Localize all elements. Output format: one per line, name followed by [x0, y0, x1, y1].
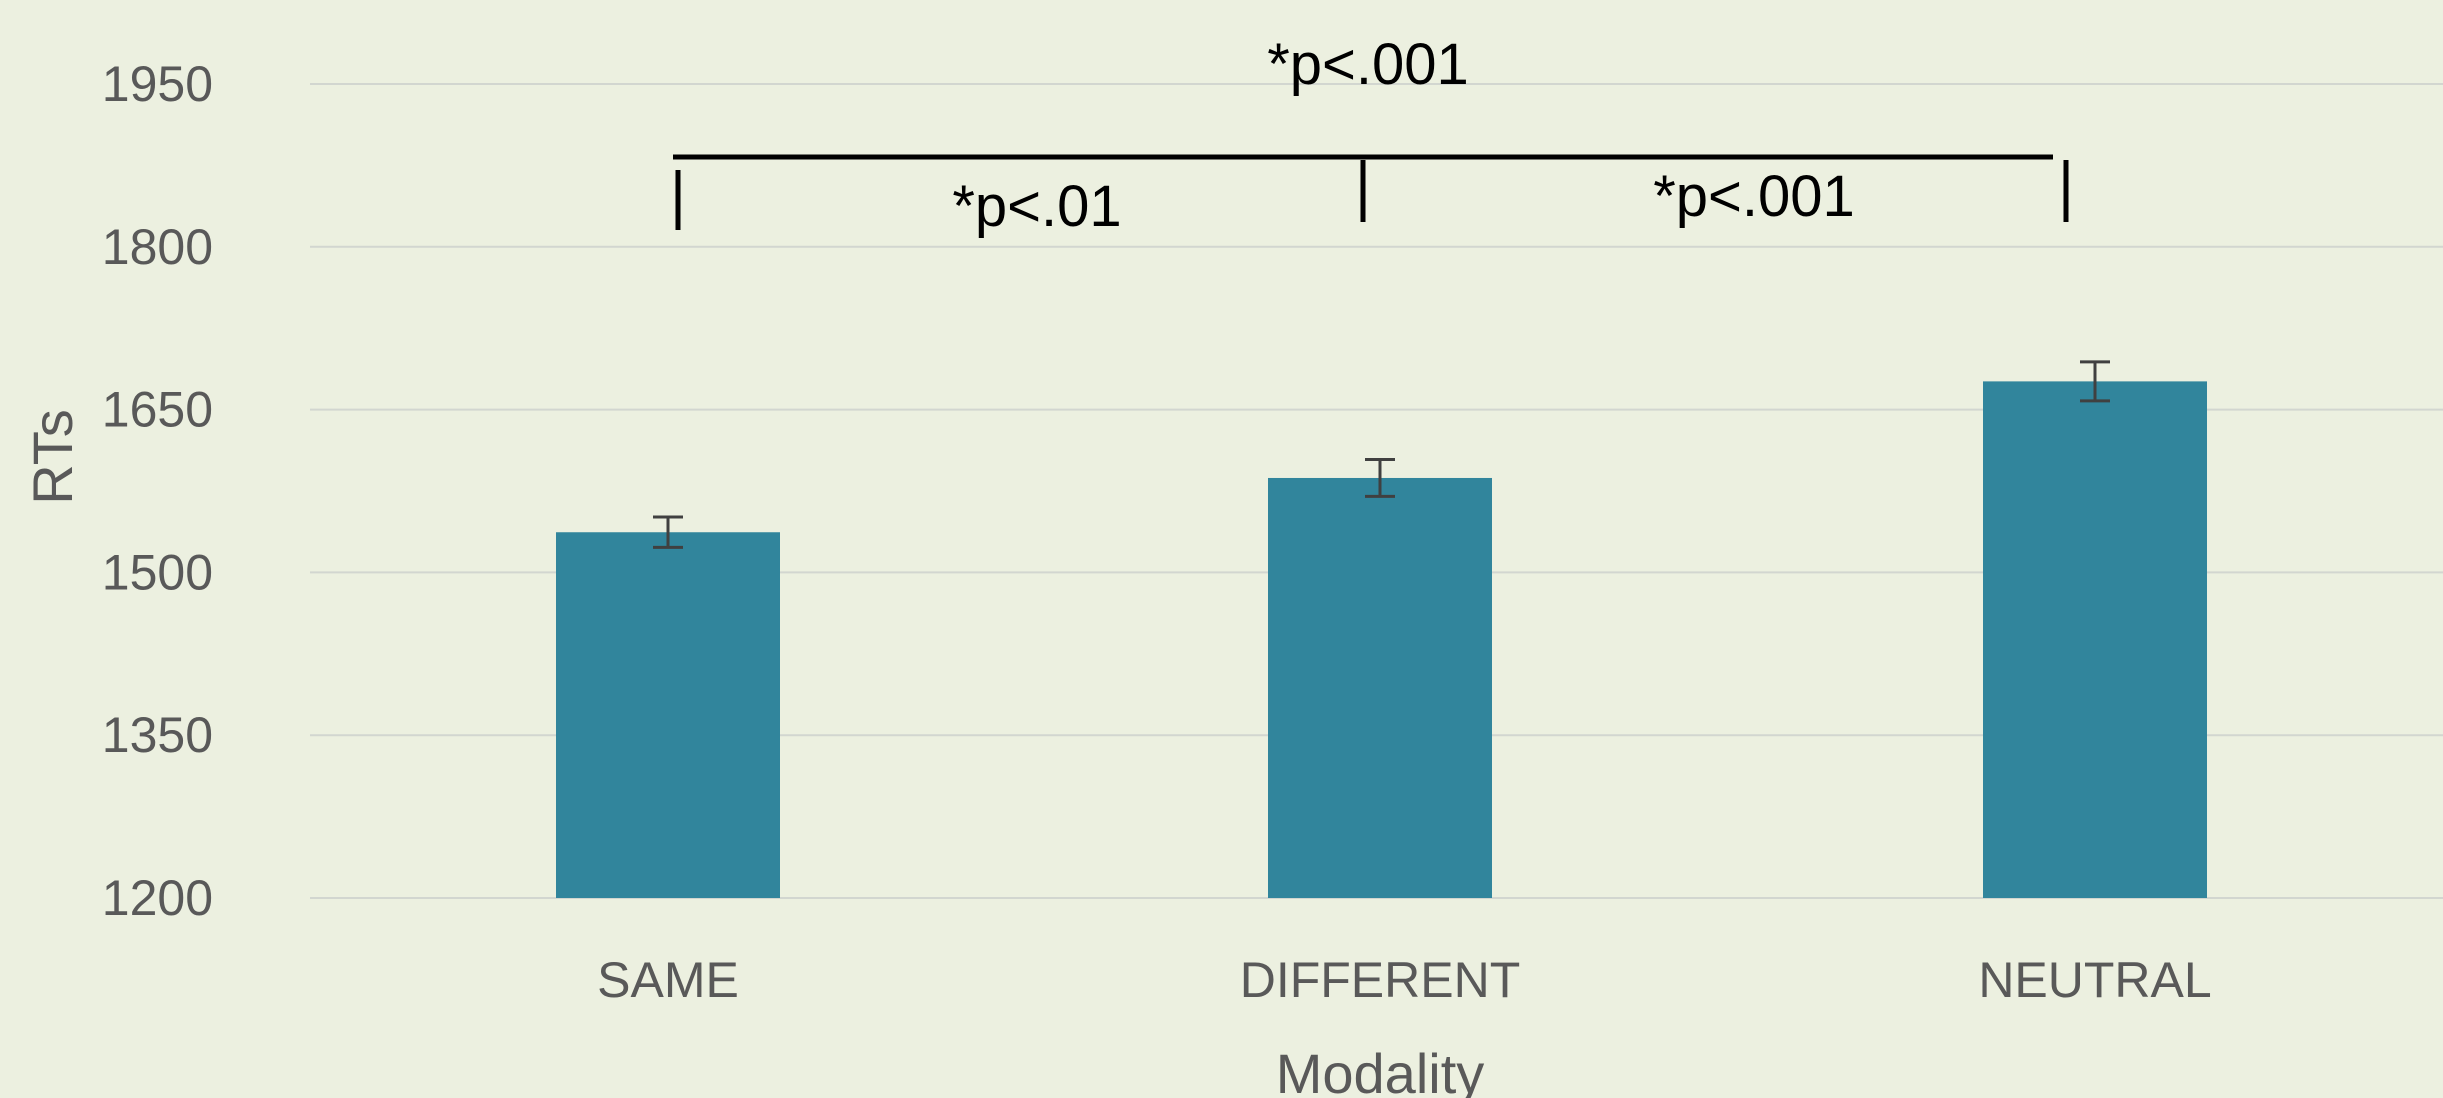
- y-tick-label: 1950: [102, 56, 213, 112]
- x-category-label: SAME: [597, 952, 739, 1008]
- bars: [556, 381, 2207, 898]
- y-tick-label: 1650: [102, 382, 213, 438]
- y-axis-title: RTs: [21, 409, 84, 504]
- x-category-label: DIFFERENT: [1240, 952, 1521, 1008]
- significance-label-same-different: *p<.01: [952, 174, 1121, 239]
- y-axis-ticks: 1200 1350 1500 1650 1800 1950: [102, 56, 213, 926]
- error-bars: [653, 360, 2110, 549]
- bar-different: [1268, 477, 1492, 898]
- y-tick-label: 1350: [102, 707, 213, 763]
- y-tick-label: 1500: [102, 544, 213, 600]
- y-tick-label: 1800: [102, 219, 213, 275]
- significance-label-overall: *p<.001: [1267, 32, 1469, 97]
- bar-neutral: [1983, 381, 2207, 898]
- y-tick-label: 1200: [102, 870, 213, 926]
- x-category-label: NEUTRAL: [1978, 952, 2211, 1008]
- x-axis-title: Modality: [1276, 1042, 1485, 1098]
- bar-same: [556, 532, 780, 898]
- x-axis-categories: SAME DIFFERENT NEUTRAL: [597, 952, 2212, 1008]
- significance-brackets: [673, 154, 2069, 230]
- significance-label-different-neutral: *p<.001: [1653, 164, 1855, 229]
